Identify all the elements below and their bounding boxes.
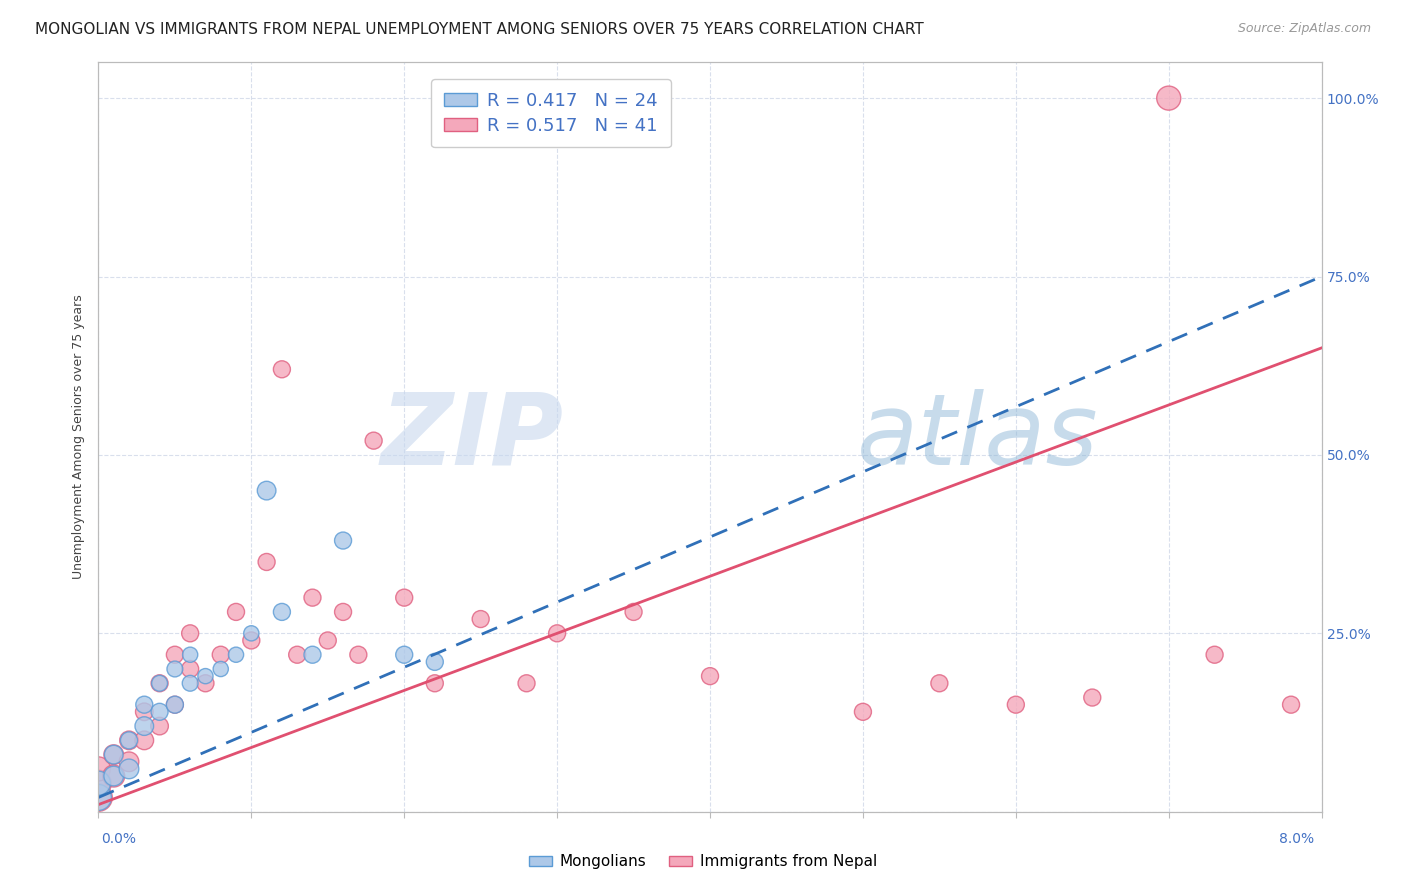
Point: [87, 762, 110, 776]
Point: [103, 769, 125, 783]
Point: [149, 705, 172, 719]
Point: [1279, 698, 1302, 712]
Point: [699, 669, 721, 683]
Text: 0.0%: 0.0%: [101, 832, 136, 846]
Point: [301, 591, 323, 605]
Point: [149, 676, 172, 690]
Point: [209, 662, 232, 676]
Point: [1081, 690, 1104, 705]
Point: [134, 733, 156, 747]
Point: [163, 648, 186, 662]
Point: [87, 790, 110, 805]
Point: [270, 362, 294, 376]
Y-axis label: Unemployment Among Seniors over 75 years: Unemployment Among Seniors over 75 years: [72, 294, 86, 580]
Point: [118, 762, 141, 776]
Text: MONGOLIAN VS IMMIGRANTS FROM NEPAL UNEMPLOYMENT AMONG SENIORS OVER 75 YEARS CORR: MONGOLIAN VS IMMIGRANTS FROM NEPAL UNEMP…: [35, 22, 924, 37]
Point: [392, 648, 416, 662]
Point: [423, 655, 446, 669]
Point: [134, 705, 156, 719]
Point: [87, 776, 110, 790]
Point: [240, 626, 263, 640]
Point: [87, 776, 110, 790]
Text: atlas: atlas: [856, 389, 1098, 485]
Text: Source: ZipAtlas.com: Source: ZipAtlas.com: [1237, 22, 1371, 36]
Point: [516, 676, 538, 690]
Point: [301, 648, 323, 662]
Point: [225, 648, 247, 662]
Point: [103, 747, 125, 762]
Point: [316, 633, 339, 648]
Point: [209, 648, 232, 662]
Point: [118, 755, 141, 769]
Point: [103, 769, 125, 783]
Point: [163, 698, 186, 712]
Point: [149, 676, 172, 690]
Point: [240, 633, 263, 648]
Point: [179, 648, 201, 662]
Point: [87, 790, 110, 805]
Point: [163, 662, 186, 676]
Point: [392, 591, 416, 605]
Point: [118, 733, 141, 747]
Point: [1004, 698, 1026, 712]
Point: [332, 605, 354, 619]
Point: [225, 605, 247, 619]
Point: [194, 669, 217, 683]
Point: [179, 662, 201, 676]
Point: [546, 626, 568, 640]
Point: [1204, 648, 1226, 662]
Point: [347, 648, 370, 662]
Text: ZIP: ZIP: [380, 389, 564, 485]
Point: [1157, 91, 1180, 105]
Point: [179, 676, 201, 690]
Point: [163, 698, 186, 712]
Point: [149, 719, 172, 733]
Point: [285, 648, 308, 662]
Point: [103, 747, 125, 762]
Point: [134, 719, 156, 733]
Legend: R = 0.417   N = 24, R = 0.517   N = 41: R = 0.417 N = 24, R = 0.517 N = 41: [432, 79, 671, 147]
Point: [194, 676, 217, 690]
Point: [852, 705, 875, 719]
Point: [134, 698, 156, 712]
Point: [118, 733, 141, 747]
Point: [928, 676, 950, 690]
Point: [623, 605, 645, 619]
Point: [256, 555, 278, 569]
Point: [363, 434, 385, 448]
Point: [270, 605, 294, 619]
Point: [470, 612, 492, 626]
Text: 8.0%: 8.0%: [1279, 832, 1315, 846]
Point: [332, 533, 354, 548]
Point: [179, 626, 201, 640]
Point: [423, 676, 446, 690]
Point: [256, 483, 278, 498]
Legend: Mongolians, Immigrants from Nepal: Mongolians, Immigrants from Nepal: [523, 848, 883, 875]
